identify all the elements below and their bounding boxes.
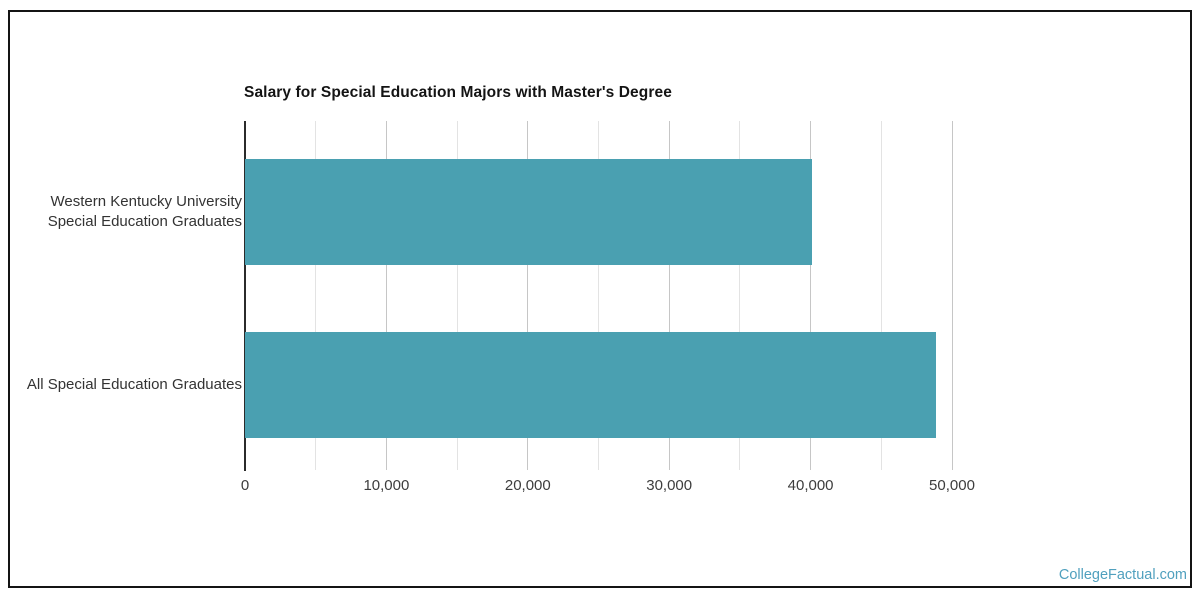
x-axis-labels: 0 10,000 20,000 30,000 40,000 50,000	[241, 477, 1011, 497]
x-tick-label-0: 0	[240, 477, 250, 494]
gridline-35000	[739, 121, 741, 470]
category-label-line: Western Kentucky University	[50, 193, 242, 210]
x-tick-label-50000: 50,000	[929, 477, 975, 494]
gridline-40000	[810, 121, 812, 470]
gridline-5000	[315, 121, 317, 470]
category-label-1: All Special Education Graduates	[0, 375, 242, 395]
gridline-30000	[668, 121, 670, 470]
x-tick-label-20000: 20,000	[504, 477, 551, 494]
gridline-50000	[951, 121, 953, 470]
chart-title: Salary for Special Education Majors with…	[244, 84, 672, 101]
category-label-line: All Special Education Graduates	[26, 376, 242, 393]
gridline-20000	[527, 121, 529, 470]
bar-0	[245, 159, 812, 265]
x-tick-label-30000: 30,000	[646, 477, 693, 494]
gridline-15000	[456, 121, 458, 470]
gridline-25000	[598, 121, 599, 470]
plot-area	[244, 121, 1011, 471]
y-axis-labels: Western Kentucky University Special Educa…	[0, 0, 242, 600]
bar-1	[245, 332, 937, 438]
collegefactual-brand-link[interactable]: CollegeFactual.com	[1058, 567, 1187, 583]
category-label-line: Special Education Graduates	[47, 213, 242, 230]
gridline-10000	[385, 121, 387, 470]
category-label-0: Western Kentucky University Special Educa…	[0, 192, 242, 232]
gridline-45000	[880, 121, 882, 470]
x-tick-label-40000: 40,000	[787, 477, 834, 494]
y-axis-line	[244, 121, 246, 471]
x-tick-label-10000: 10,000	[363, 477, 410, 494]
